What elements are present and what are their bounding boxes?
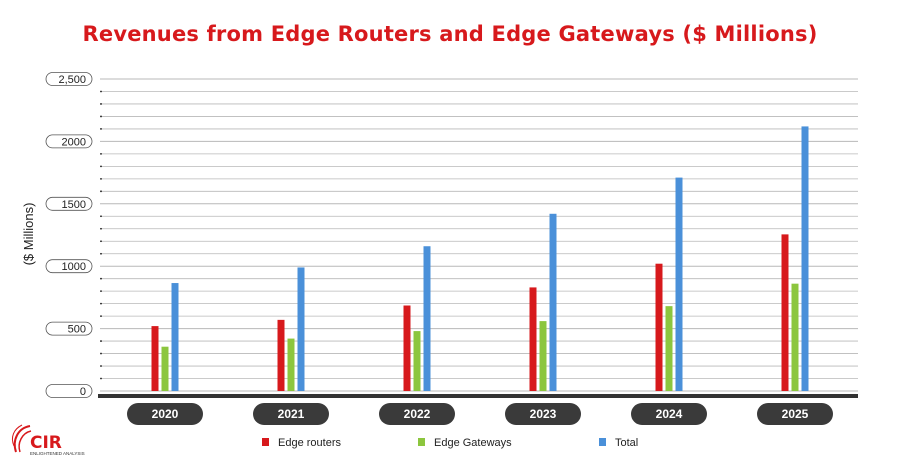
bar-total-2022 <box>423 246 431 391</box>
bar-edge-routers-2020 <box>151 326 159 391</box>
bar-edge-routers-2024 <box>655 263 663 391</box>
minor-tick-dot <box>100 377 102 380</box>
bar-edge-gateways-2020 <box>161 346 169 391</box>
x-tick-label: 2024 <box>656 407 683 421</box>
x-tick-label: 2022 <box>404 407 431 421</box>
minor-tick-dot <box>100 315 102 318</box>
minor-tick-dot <box>100 352 102 355</box>
logo-swirl-icon <box>11 424 32 453</box>
y-tick-label: 2,500 <box>58 74 86 86</box>
cir-logo: CIR ENLIGHTENED ANALYSIS <box>11 424 85 456</box>
year-pill <box>127 403 203 425</box>
bar-edge-routers-2025 <box>781 234 789 391</box>
legend-label: Edge routers <box>278 437 341 449</box>
bar-total-2021 <box>297 267 305 391</box>
year-pill <box>379 403 455 425</box>
x-axis: 2020 2021 2022 2023 2024 2025 <box>98 394 858 425</box>
minor-tick-dot <box>100 165 102 168</box>
bar-edge-gateways-2025 <box>791 283 799 391</box>
gridlines <box>100 78 858 392</box>
minor-tick-dot <box>100 152 102 155</box>
y-tick-pill <box>45 321 93 336</box>
logo-tagline: ENLIGHTENED ANALYSIS <box>30 451 85 456</box>
y-tick-pill <box>45 134 93 149</box>
legend-swatch <box>599 438 606 446</box>
bar-total-2020 <box>171 283 179 391</box>
minor-tick-dot <box>100 190 102 193</box>
logo-text: CIR <box>30 433 62 453</box>
minor-tick-dot <box>100 340 102 342</box>
bar-total-2025 <box>801 126 809 391</box>
bars <box>151 126 809 391</box>
legend-label: Edge Gateways <box>434 437 512 449</box>
minor-tick-dot <box>100 277 102 280</box>
legend: Edge routers Edge Gateways Total <box>262 437 638 449</box>
y-tick-pill <box>45 259 93 274</box>
legend-swatch <box>418 438 425 446</box>
y-tick-label: 500 <box>68 324 86 336</box>
chart-title: Revenues from Edge Routers and Edge Gate… <box>82 22 818 46</box>
bar-edge-gateways-2022 <box>413 331 421 391</box>
bar-total-2024 <box>675 177 683 391</box>
minor-tick-dot <box>100 302 102 305</box>
year-pill <box>253 403 329 425</box>
y-tick-pill <box>45 384 93 398</box>
y-tick-label: 0 <box>80 386 86 398</box>
y-tick-pill <box>45 196 93 211</box>
y-axis-ticks: 0 500 1000 1500 2000 2,500 <box>45 72 93 398</box>
minor-tick-dot <box>100 290 102 293</box>
minor-tick-dot <box>100 128 102 130</box>
minor-tick-dot <box>100 365 102 367</box>
minor-tick-dot <box>100 227 102 230</box>
year-pill <box>631 403 707 425</box>
y-tick-label: 2000 <box>62 136 86 148</box>
x-tick-label: 2025 <box>782 407 809 421</box>
minor-tick-dot <box>100 103 102 105</box>
x-axis-baseline <box>98 394 858 398</box>
bar-total-2023 <box>549 213 557 391</box>
bar-edge-gateways-2024 <box>665 306 673 391</box>
minor-tick-dot <box>100 252 102 255</box>
x-tick-label: 2023 <box>530 407 557 421</box>
minor-tick-dot <box>100 115 102 118</box>
x-tick-label: 2021 <box>278 407 305 421</box>
y-tick-label: 1500 <box>62 199 86 211</box>
bar-edge-routers-2021 <box>277 319 285 391</box>
minor-tick-dot <box>100 177 102 180</box>
bar-edge-gateways-2021 <box>287 338 295 391</box>
year-pill <box>757 403 833 425</box>
y-axis-label: ($ Millions) <box>21 203 36 266</box>
y-tick-pill <box>45 72 93 86</box>
y-tick-label: 1000 <box>62 261 86 273</box>
x-tick-label: 2020 <box>152 407 179 421</box>
minor-tick-dot <box>100 90 102 93</box>
legend-swatch <box>262 438 269 446</box>
bar-edge-routers-2022 <box>403 305 411 391</box>
bar-edge-gateways-2023 <box>539 321 547 391</box>
legend-label: Total <box>615 437 638 449</box>
year-pill <box>505 403 581 425</box>
bar-edge-routers-2023 <box>529 287 537 391</box>
minor-tick-dot <box>100 240 102 243</box>
minor-tick-dot <box>100 215 102 218</box>
